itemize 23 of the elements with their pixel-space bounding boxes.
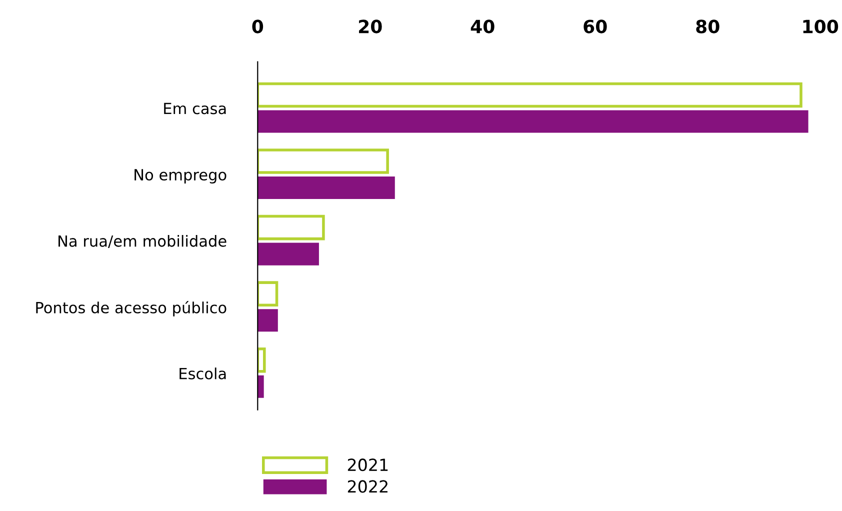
bar — [258, 242, 319, 266]
x-tick-label: 100 — [803, 20, 838, 34]
x-tick-label: 60 — [584, 20, 607, 34]
legend-label: 2022 — [348, 480, 388, 493]
x-tick-label: 80 — [696, 20, 720, 34]
bar — [258, 176, 395, 200]
legend-label: 2021 — [348, 458, 388, 472]
y-tick-label: Escola — [180, 368, 226, 380]
y-tick-label: Pontos de acesso público — [36, 300, 226, 316]
x-tick-label: 40 — [470, 20, 494, 34]
bar — [258, 110, 808, 133]
bar — [258, 309, 278, 332]
bar — [258, 214, 325, 240]
bar — [258, 82, 802, 108]
y-tick-label: Na rua/em mobilidade — [58, 234, 226, 248]
y-tick-label: Em casa — [164, 102, 226, 114]
x-tick-label: 0 — [252, 20, 264, 34]
y-tick-label: No emprego — [134, 169, 226, 184]
x-tick-label: 20 — [359, 20, 382, 34]
bar — [258, 347, 266, 373]
bar — [258, 148, 389, 174]
bar — [258, 281, 278, 306]
bar — [258, 375, 264, 398]
